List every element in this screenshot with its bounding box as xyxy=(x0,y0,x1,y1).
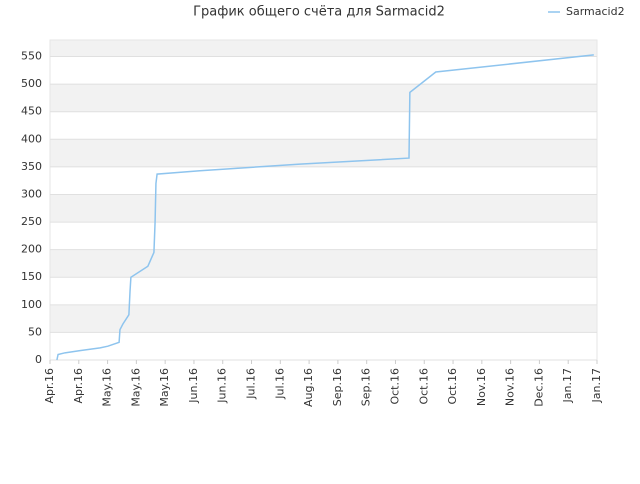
grid-band xyxy=(50,249,597,278)
x-tick-label: Jan.17 xyxy=(590,368,603,403)
x-tick-label: Jul.16 xyxy=(245,368,258,400)
legend-label: Sarmacid2 xyxy=(566,5,625,18)
x-tick-label: Nov.16 xyxy=(475,368,488,406)
x-tick-label: Sep.16 xyxy=(331,368,344,406)
x-tick-label: Nov.16 xyxy=(504,368,517,406)
y-tick-label: 150 xyxy=(21,270,42,283)
y-tick-label: 50 xyxy=(28,325,42,338)
x-tick-label: Apr.16 xyxy=(43,368,56,404)
y-tick-label: 350 xyxy=(21,160,42,173)
y-tick-label: 200 xyxy=(21,243,42,256)
y-tick-label: 400 xyxy=(21,132,42,145)
y-tick-label: 500 xyxy=(21,77,42,90)
x-tick-label: Jun.16 xyxy=(216,368,229,404)
x-tick-label: Oct.16 xyxy=(417,368,430,405)
x-tick-label: Oct.16 xyxy=(388,368,401,405)
chart-title: График общего счёта для Sarmacid2 xyxy=(193,5,445,20)
grid-band xyxy=(50,194,597,223)
y-tick-label: 450 xyxy=(21,105,42,118)
y-tick-label: 300 xyxy=(21,187,42,200)
x-tick-label: Apr.16 xyxy=(72,368,85,404)
x-tick-label: Dec.16 xyxy=(532,368,545,407)
y-tick-label: 0 xyxy=(35,353,42,366)
x-tick-label: Aug.16 xyxy=(302,368,315,407)
x-tick-label: Jul.16 xyxy=(273,368,286,400)
x-tick-label: May.16 xyxy=(158,368,171,407)
grid-band xyxy=(50,84,597,112)
line xyxy=(56,54,594,361)
x-tick-label: May.16 xyxy=(129,368,142,407)
y-tick-label: 100 xyxy=(21,298,42,311)
x-tick-label: Jan.17 xyxy=(561,368,574,403)
grid-band xyxy=(50,40,597,57)
x-tick-label: May.16 xyxy=(101,368,114,407)
y-tick-label: 550 xyxy=(21,50,42,63)
x-tick-label: Sep.16 xyxy=(360,368,373,406)
x-tick-label: Oct.16 xyxy=(446,368,459,405)
grid-band xyxy=(50,304,597,333)
x-tick-label: Jun.16 xyxy=(187,368,200,404)
y-tick-label: 250 xyxy=(21,215,42,228)
